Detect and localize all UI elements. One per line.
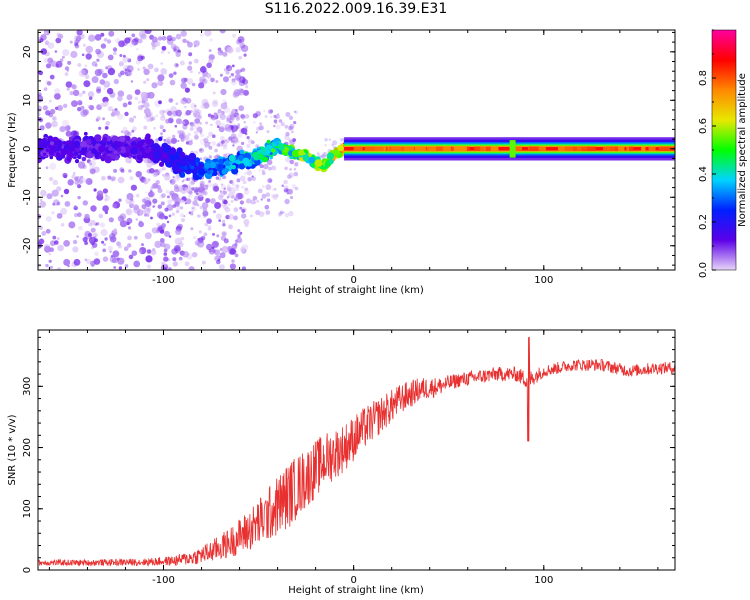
snr-panel: -100 0 100 0 100 200 300 Height of straight li… — [7, 329, 676, 596]
snr-x-tick-label: -100 — [152, 575, 175, 586]
snr-x-tick-label: 0 — [350, 575, 356, 586]
colorbar-tick-label: 0.2 — [698, 214, 709, 230]
colorbar: 0.0 0.2 0.4 0.6 0.8 Normalized spectral ampl… — [698, 29, 748, 278]
spectrogram-x-axis-label: Height of straight line (km) — [288, 285, 424, 296]
colorbar-tick-label: 0.8 — [698, 70, 709, 86]
snr-x-axis-label: Height of straight line (km) — [288, 585, 424, 596]
colorbar-label: Normalized spectral amplitude — [737, 73, 748, 227]
spectrogram-marks — [38, 30, 675, 270]
snr-y-tick-label: 100 — [22, 499, 33, 518]
snr-marks — [38, 336, 675, 567]
snr-series-line — [38, 336, 675, 567]
snr-frame — [37, 329, 676, 571]
spectrogram-noise — [38, 30, 674, 270]
spectrogram-x-tick-label: -100 — [152, 275, 175, 286]
colorbar-ticks: 0.0 0.2 0.4 0.6 0.8 — [698, 29, 716, 278]
spectrogram-frame — [37, 29, 676, 271]
spectrogram-y-tick-label: -20 — [22, 238, 33, 254]
snr-ticks: -100 0 100 0 100 200 300 — [22, 330, 675, 586]
colorbar-tick-label: 0.6 — [698, 118, 709, 134]
spectrogram-x-tick-label: 100 — [534, 275, 553, 286]
snr-y-tick-label: 0 — [22, 567, 33, 573]
colorbar-tick-label: 0.0 — [698, 262, 709, 278]
spectrogram-x-tick-label: 0 — [350, 275, 356, 286]
spectrogram-y-axis-label: Frequency (Hz) — [7, 112, 18, 188]
spectrogram-y-tick-label: 0 — [22, 146, 33, 152]
colorbar-gradient — [711, 29, 737, 271]
chart-title: S116.2022.009.16.39.E31 — [264, 1, 448, 17]
spectrogram-y-tick-label: -10 — [22, 189, 33, 205]
snr-y-tick-label: 200 — [22, 438, 33, 457]
colorbar-tick-label: 0.4 — [698, 166, 709, 182]
spectrogram-ridge — [38, 131, 675, 181]
spectrogram-y-tick-label: 20 — [22, 45, 33, 58]
snr-x-tick-label: 100 — [534, 575, 553, 586]
spectrogram-y-tick-label: 10 — [22, 94, 33, 107]
snr-y-tick-label: 300 — [22, 377, 33, 396]
snr-y-axis-label: SNR (10 * v/v) — [7, 414, 18, 485]
